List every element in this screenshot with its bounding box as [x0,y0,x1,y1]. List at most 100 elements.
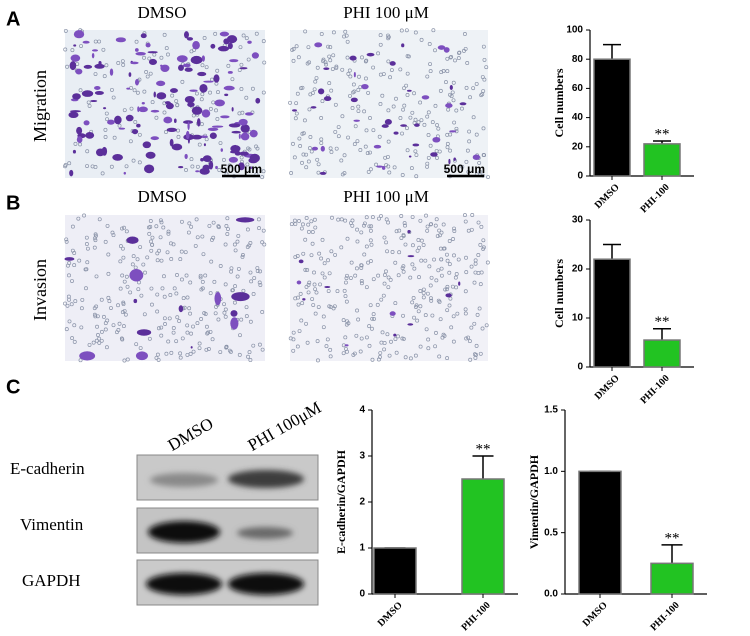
pore [128,290,133,295]
y-tick-label: 20 [572,141,584,152]
pore [441,69,446,73]
cell [182,63,191,68]
pore [370,357,375,362]
pore [172,286,177,291]
pore [437,149,442,154]
pore [204,324,209,329]
pore [328,354,333,359]
pore [295,344,300,349]
pore [85,246,90,251]
pore [356,104,361,109]
pore [313,311,318,316]
y-tick-label: 60 [572,83,584,94]
pore [330,67,335,71]
pore [436,126,441,131]
pore [250,86,255,91]
panel-label: B [6,192,20,214]
cell [233,144,238,151]
pore [261,169,266,174]
pore [329,149,334,154]
pore [467,139,472,144]
pore [194,217,199,222]
pore [84,235,89,240]
pore [121,255,126,260]
cell [247,40,252,44]
pore [237,352,242,357]
pore [328,45,333,50]
pore [117,123,122,128]
pore [257,280,262,285]
pore [362,221,367,226]
pore [476,220,481,225]
pore [319,137,324,142]
cell [70,54,81,62]
pore [300,85,305,90]
pore [402,86,407,91]
pore [178,351,183,356]
pore [226,227,230,232]
pore [184,273,189,278]
pore [63,301,68,306]
pore [475,312,480,317]
cell [302,298,306,301]
pore [447,270,452,275]
bar [593,258,631,368]
pore [248,358,253,362]
y-tick-label: 30 [572,215,584,226]
pore [289,222,294,227]
pore [304,152,309,157]
pore [224,345,229,350]
pore [428,143,433,148]
scale-bar-label: 500 μm [221,162,262,176]
pore [439,273,444,278]
lane-label: DMSO [164,414,216,455]
pore [447,262,452,267]
pore [416,309,421,314]
pore [292,155,297,160]
pore [481,153,486,157]
pore [103,127,108,132]
cell [389,311,396,316]
cell [94,90,104,95]
pore [230,77,235,82]
pore [241,33,246,38]
pore [244,36,249,41]
pore [322,275,327,280]
pore [426,133,431,137]
pore [356,87,361,92]
pore [429,275,434,280]
cell [153,91,156,98]
pore [429,298,434,303]
pore [222,302,227,307]
bar [461,478,505,595]
pore [109,164,114,169]
pore [469,264,474,269]
pore [415,248,420,253]
pore [382,235,387,240]
pore [159,258,164,263]
pore [202,311,207,316]
pore [245,227,250,232]
pore [295,91,300,96]
cell [217,45,230,52]
y-axis-label: E-cadherin/GAPDH [334,449,348,554]
pore [422,122,427,127]
pore [362,252,367,257]
pore [316,305,321,309]
pore [479,93,484,98]
pore [205,331,210,336]
pore [216,317,221,322]
pore [327,271,332,276]
pore [255,269,260,274]
pore [467,339,472,344]
pore [261,228,266,233]
pore [67,161,72,166]
pore [352,89,357,94]
pore [437,228,442,233]
pore [97,336,102,341]
cell [129,269,144,282]
pore [218,264,223,268]
pore [439,257,444,262]
pore [327,54,332,59]
